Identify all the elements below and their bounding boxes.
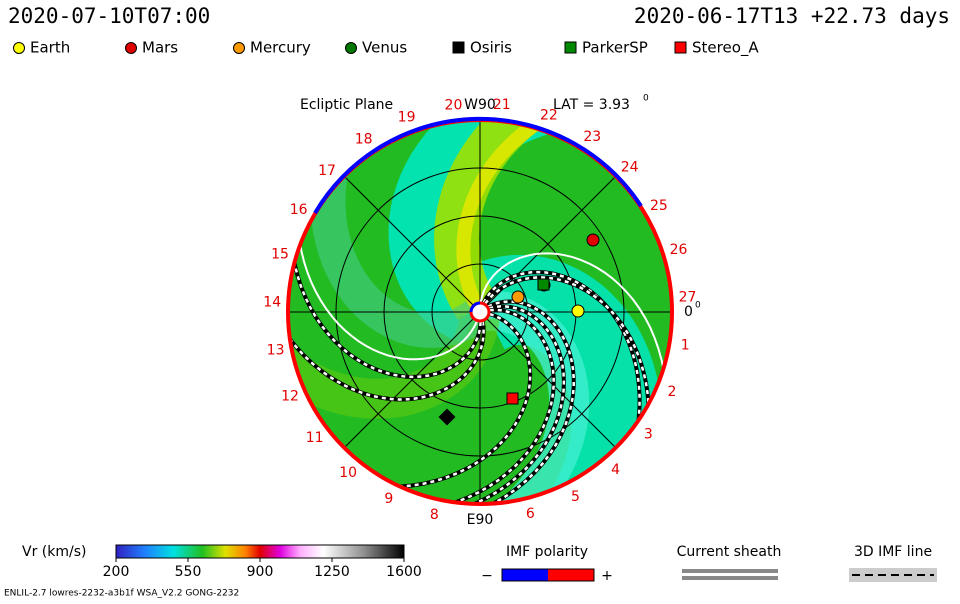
colorbar-tick-label: 1250 [314,564,350,580]
longitude-label: 3 [644,426,653,442]
lat-label: LAT = 3.93 [553,97,630,113]
colorbar: Vr (km/s) 200 550 900 1250 1600 [22,544,422,580]
longitude-label: 19 [398,109,416,125]
footer: ENLIL-2.7 lowres-2232-a3b1f WSA_V2.2 GON… [4,589,239,599]
longitude-label: 10 [339,465,357,481]
legend-marker [674,41,687,54]
mars [586,233,600,247]
osiris [438,408,456,426]
legend-marker [233,42,245,54]
longitude-label: 11 [306,430,324,446]
longitude-label: 2 [667,384,676,400]
longitude-label: 22 [540,108,558,124]
sun-ring [469,301,481,313]
plot: Ecliptic Plane W90 E90 LAT = 3.93 0 0 0 … [263,94,701,529]
longitude-label: 20 [445,98,463,114]
colorbar-tick-label: 550 [175,564,202,580]
imf-line-label: 3D IMF line [854,544,932,560]
legend-marker [345,42,357,54]
colorbar-tick-label: 900 [247,564,274,580]
longitude-label: 8 [430,507,439,523]
legend-marker [452,41,465,54]
imf-line-bg [397,299,576,504]
imf-lines [288,142,668,504]
longitude-label: 4 [611,462,620,478]
angle-sup: 0 [695,301,701,311]
earth [571,304,585,318]
top-label: W90 [464,97,496,113]
legend-label: Osiris [470,39,512,57]
imf-line [364,308,555,504]
legend-label: Stereo_A [692,39,759,58]
longitude-label: 23 [583,129,601,145]
longitude-label: 25 [650,198,668,214]
longitude-label: 13 [267,342,285,358]
longitude-label: 27 [679,289,697,305]
plot-title: Ecliptic Plane [300,97,393,113]
legend-label: Venus [362,39,407,57]
colorbar-tick-label: 200 [103,564,130,580]
legend: Earth Mars Mercury Venus Osiris ParkerSP Stere… [13,39,759,58]
stereo-a [506,392,519,405]
longitude-label: 12 [281,389,299,405]
legend-label: ParkerSP [582,39,648,57]
current-sheath-label: Current sheath [677,544,782,560]
lat-sup: 0 [643,94,649,104]
sheath-swatch [682,576,778,580]
longitude-label: 15 [271,247,289,263]
run-info: 2020-06-17T13 +22.73 days [634,4,950,28]
longitude-label: 24 [621,160,639,176]
legend-marker [125,42,137,54]
legend-marker [564,41,577,54]
legend-marker [13,42,25,54]
sheath-swatch [682,569,778,573]
keys: IMF polarity − + Current sheath 3D IMF l… [481,544,937,584]
longitude-label: 14 [263,294,281,310]
speed-band [456,120,619,311]
speed-band [388,120,622,344]
longitude-label: 21 [493,97,511,113]
legend-label: Mars [142,39,178,57]
mercury [511,290,525,304]
longitude-label: 9 [384,491,393,507]
longitude-label: 16 [290,202,308,218]
polarity-frame [501,568,595,582]
time: 2020-07-10T07:00 [8,4,210,28]
legend-label: Mercury [250,39,311,57]
plus: + [601,568,613,584]
longitude-label: 17 [318,163,336,179]
minus: − [481,568,493,584]
imf-polarity-label: IMF polarity [506,544,588,560]
colorbar-ramp [115,544,405,559]
angle-label: 0 [684,304,693,320]
legend-label: Earth [30,39,70,57]
colorbar-label: Vr (km/s) [22,544,86,560]
neg-swatch [502,569,548,581]
longitude-label: 1 [681,338,690,354]
longitude-label: 18 [355,132,373,148]
bottom-label: E90 [467,512,494,528]
polarity-ring-neg [313,116,643,215]
longitude-label: 26 [670,242,688,258]
imf-line [289,171,482,379]
longitude-label: 5 [571,489,580,505]
longitude-label: 6 [526,506,535,522]
pos-swatch [548,569,594,581]
parkersp [537,278,550,291]
colorbar-tick-label: 1600 [386,564,422,580]
imf-line [288,262,485,401]
imf-line [380,305,566,504]
